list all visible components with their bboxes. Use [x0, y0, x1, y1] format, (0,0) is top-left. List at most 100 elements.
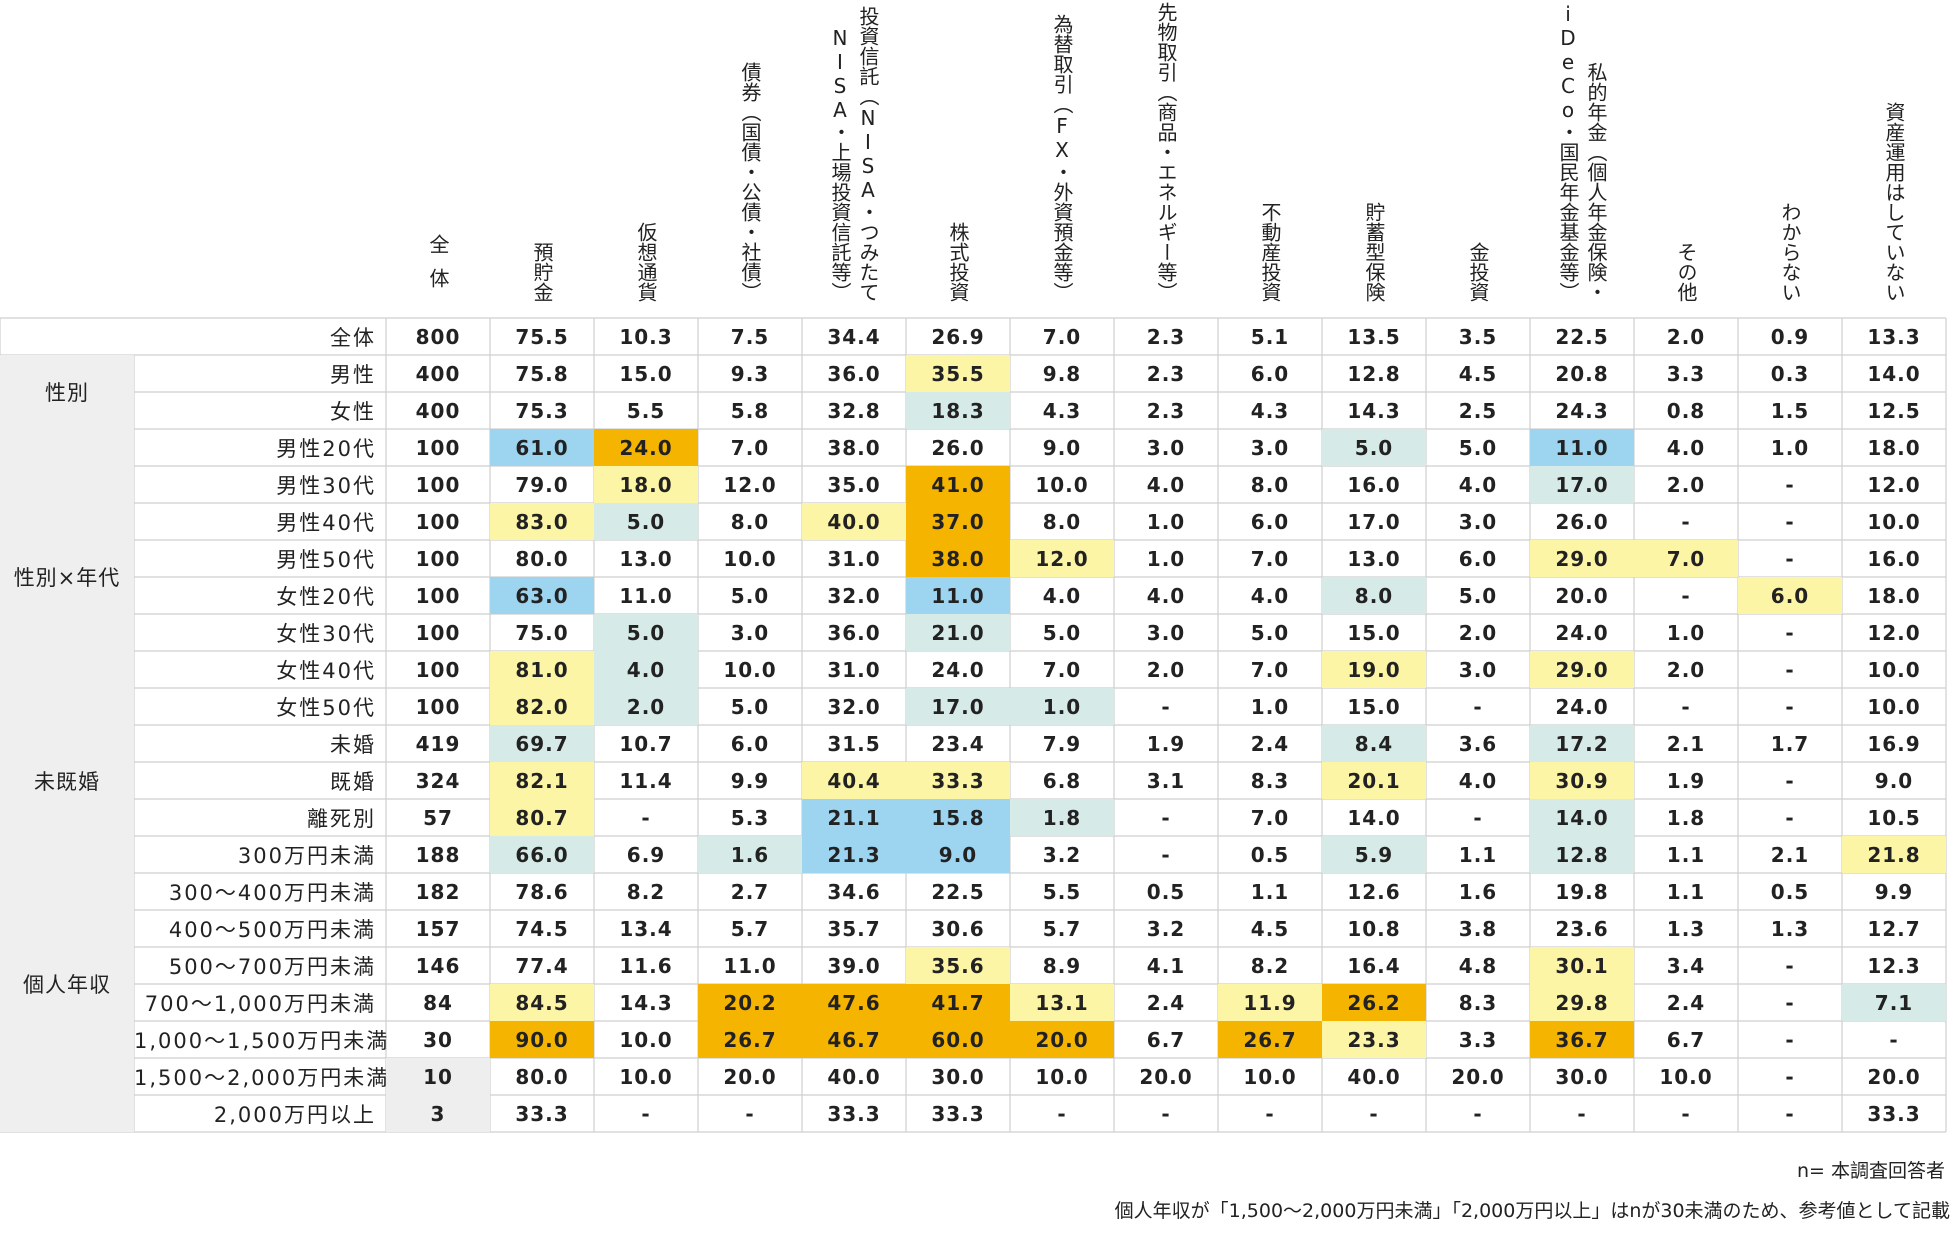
- table-cell: -: [641, 1101, 651, 1126]
- row-label: 1,500～2,000万円未満: [134, 1066, 390, 1090]
- column-header-text: 貯蓄型保険: [1362, 202, 1386, 302]
- table-cell: 2.3: [1146, 324, 1186, 349]
- column-header-text: 預貯金: [530, 242, 554, 302]
- table-cell: 5.7: [730, 916, 770, 941]
- column-header-text: 先物取引（商品・エネルギー等）: [1154, 2, 1178, 302]
- table-cell: 400: [415, 398, 461, 423]
- table-cell: 1.9: [1146, 731, 1186, 756]
- table-cell: -: [1785, 768, 1795, 793]
- table-cell: 10.0: [619, 1027, 673, 1052]
- table-cell: 5.5: [626, 398, 666, 423]
- table-cell: 18.3: [906, 392, 1010, 429]
- table-cell: -: [1473, 805, 1483, 830]
- column-header: わからない: [1738, 202, 1842, 302]
- table-cell: 13.3: [1867, 324, 1921, 349]
- table-cell: 6.7: [1666, 1027, 1706, 1052]
- table-cell: 3.3: [1458, 1027, 1498, 1052]
- row-label: 女性50代: [276, 696, 376, 720]
- table-cell: 16.0: [1867, 546, 1921, 571]
- table-cell: 29.8: [1530, 984, 1634, 1021]
- column-header-text: 私的年金（個人年金保険・: [1584, 62, 1608, 302]
- table-cell: 3.8: [1458, 916, 1498, 941]
- table-cell: 5.9: [1322, 836, 1426, 873]
- table-cell: 11.0: [619, 583, 673, 608]
- table-cell: 17.2: [1530, 725, 1634, 762]
- table-cell: 40.0: [827, 1064, 881, 1089]
- table-cell: 7.1: [1842, 984, 1946, 1021]
- table-cell: 3.0: [1458, 509, 1498, 534]
- table-cell: 69.7: [490, 725, 594, 762]
- table-cell: 4.3: [1042, 398, 1082, 423]
- group-label: 個人年収: [0, 836, 134, 1132]
- table-cell: 2.4: [1146, 990, 1186, 1015]
- table-cell: 3.4: [1666, 953, 1706, 978]
- table-cell: 13.4: [619, 916, 673, 941]
- table-cell: 1.3: [1666, 916, 1706, 941]
- table-cell: 2.5: [1458, 398, 1498, 423]
- table-cell: 2.3: [1146, 398, 1186, 423]
- table-cell: 10.5: [1867, 805, 1921, 830]
- table-cell: 4.8: [1458, 953, 1498, 978]
- table-cell: 11.9: [1218, 984, 1322, 1021]
- table-cell: 36.0: [827, 620, 881, 645]
- table-cell: -: [1785, 546, 1795, 571]
- table-cell: 63.0: [490, 577, 594, 614]
- table-cell: -: [1681, 583, 1691, 608]
- table-cell: 24.0: [594, 429, 698, 466]
- table-cell: 20.0: [723, 1064, 777, 1089]
- note-reference: 個人年収が「1,500～2,000万円未満」「2,000万円以上」はnが30未満…: [1114, 1200, 1950, 1222]
- table-cell: 5.1: [1250, 324, 1290, 349]
- table-cell: 10.7: [619, 731, 673, 756]
- table-cell: 33.3: [906, 762, 1010, 799]
- table-cell: 4.0: [1666, 435, 1706, 460]
- table-cell: -: [1785, 805, 1795, 830]
- table-cell: 30.6: [931, 916, 985, 941]
- table-cell: 21.0: [906, 614, 1010, 651]
- table-cell: 14.3: [1347, 398, 1401, 423]
- table-cell: 10.0: [619, 1064, 673, 1089]
- table-cell: -: [1161, 842, 1171, 867]
- column-header: 投資信託（NISA・つみたて NISA・上場投資信託等）: [802, 6, 906, 302]
- table-cell: 1.1: [1250, 879, 1290, 904]
- table-cell: 13.1: [1010, 984, 1114, 1021]
- table-cell: 5.0: [1458, 583, 1498, 608]
- table-cell: 22.5: [931, 879, 985, 904]
- column-header: 貯蓄型保険: [1322, 202, 1426, 302]
- column-header: 私的年金（個人年金保険・ iDeCo・国民年金基金等）: [1530, 2, 1634, 302]
- table-cell: 40.0: [802, 503, 906, 540]
- table-cell: 100: [415, 657, 461, 682]
- table-cell: 5.5: [1042, 879, 1082, 904]
- table-cell: 7.0: [730, 435, 770, 460]
- table-cell: 2.0: [1458, 620, 1498, 645]
- table-cell: 1.6: [698, 836, 802, 873]
- table-cell: 2.0: [594, 688, 698, 725]
- column-header: 不動産投資: [1218, 202, 1322, 302]
- table-cell: 11.0: [723, 953, 777, 978]
- table-cell: 5.0: [594, 614, 698, 651]
- column-header: 仮想通貨: [594, 222, 698, 302]
- table-cell: 26.0: [931, 435, 985, 460]
- table-cell: 3.0: [730, 620, 770, 645]
- table-cell: 10.0: [1867, 509, 1921, 534]
- table-cell: 33.3: [515, 1101, 569, 1126]
- table-cell: 4.0: [1250, 583, 1290, 608]
- table-cell: -: [1785, 1027, 1795, 1052]
- table-cell: 7.5: [730, 324, 770, 349]
- table-cell: 2.1: [1770, 842, 1810, 867]
- table-cell: 100: [415, 620, 461, 645]
- table-cell: 9.3: [730, 361, 770, 386]
- table-cell: 1.0: [1666, 620, 1706, 645]
- table-cell: -: [1473, 1101, 1483, 1126]
- table-cell: 32.0: [827, 694, 881, 719]
- row-label: 女性: [330, 400, 376, 424]
- table-cell: 1.3: [1770, 916, 1810, 941]
- table-cell: 5.3: [730, 805, 770, 830]
- table-cell: 35.5: [906, 355, 1010, 392]
- table-cell: 80.7: [490, 799, 594, 836]
- table-cell: 75.3: [515, 398, 569, 423]
- column-header: 株式投資: [906, 222, 1010, 302]
- table-cell: 30.1: [1530, 947, 1634, 984]
- table-cell: -: [1889, 1027, 1899, 1052]
- table-cell: 30.9: [1530, 762, 1634, 799]
- row-label: 男性20代: [276, 437, 376, 461]
